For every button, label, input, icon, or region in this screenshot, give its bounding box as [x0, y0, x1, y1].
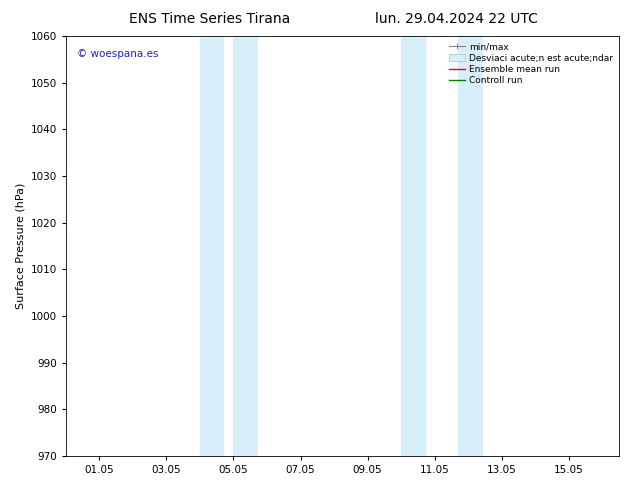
Text: lun. 29.04.2024 22 UTC: lun. 29.04.2024 22 UTC [375, 12, 538, 26]
Y-axis label: Surface Pressure (hPa): Surface Pressure (hPa) [15, 183, 25, 309]
Legend: min/max, Desviaci acute;n est acute;ndar, Ensemble mean run, Controll run: min/max, Desviaci acute;n est acute;ndar… [447, 41, 614, 87]
Bar [401, 36, 425, 456]
Bar [458, 36, 482, 456]
Bar [233, 36, 257, 456]
Text: ENS Time Series Tirana: ENS Time Series Tirana [129, 12, 290, 26]
Bar [200, 36, 223, 456]
Text: © woespana.es: © woespana.es [77, 49, 158, 59]
